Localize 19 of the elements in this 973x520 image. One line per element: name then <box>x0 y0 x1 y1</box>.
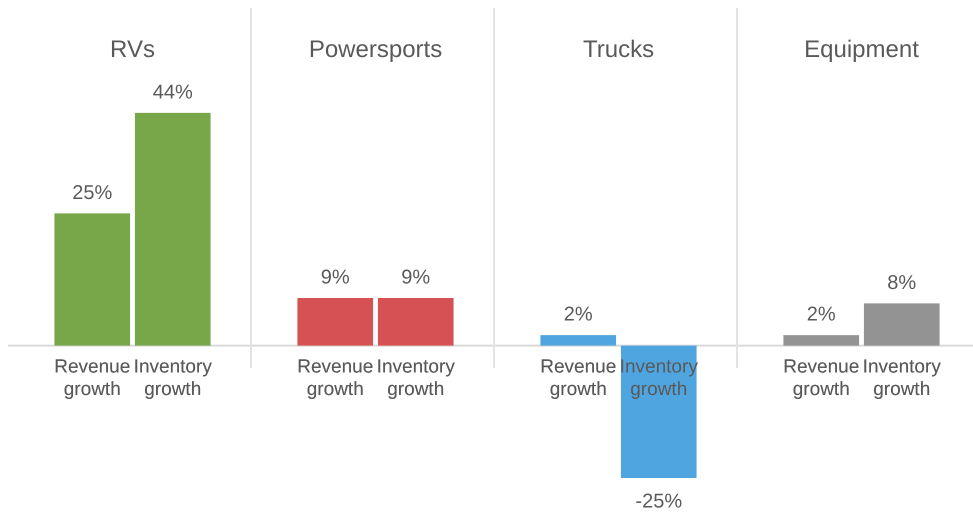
x-tick-label: Revenue growth <box>297 356 374 400</box>
x-tick-label: Inventory growth <box>134 356 212 400</box>
x-tick-label: Revenue growth <box>783 356 860 400</box>
chart-title: RVs <box>110 36 155 64</box>
x-tick-label: Inventory growth <box>862 356 942 400</box>
x-tick-label: Inventory growth <box>376 356 456 400</box>
chart-title: Trucks <box>582 36 654 64</box>
data-label: -25% <box>635 490 682 513</box>
data-label: 8% <box>887 272 916 294</box>
data-label: 44% <box>152 81 193 104</box>
chart-title: Powersports <box>308 36 442 64</box>
data-label: 25% <box>72 182 112 204</box>
x-tick-label: Revenue growth <box>540 356 616 400</box>
data-label: 9% <box>320 266 350 289</box>
data-label: 2% <box>806 304 836 326</box>
chart-title: Equipment <box>804 36 920 64</box>
data-label: 9% <box>401 266 430 289</box>
data-label: 2% <box>564 304 593 326</box>
x-tick-label: Revenue growth <box>54 356 130 400</box>
